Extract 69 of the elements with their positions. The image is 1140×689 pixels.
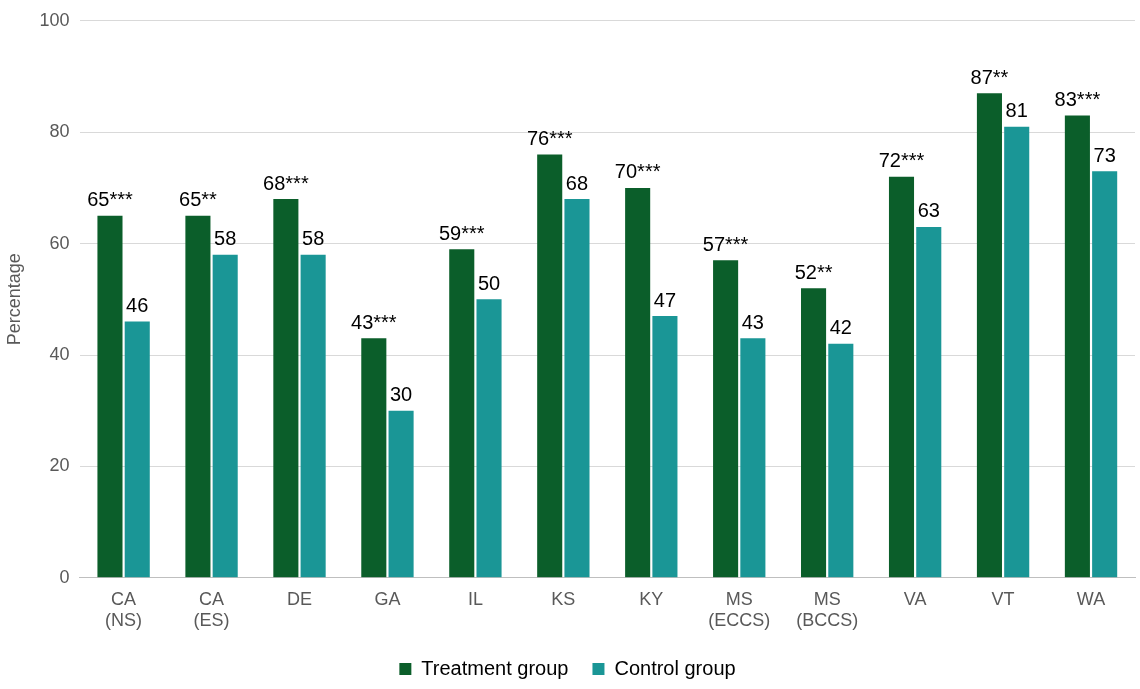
y-tick-label: 0 xyxy=(59,566,70,587)
bar xyxy=(476,299,502,578)
bar xyxy=(652,316,678,578)
bar xyxy=(976,93,1002,578)
bar xyxy=(1004,126,1030,578)
data-label: 76*** xyxy=(526,127,573,149)
data-label: 83*** xyxy=(1054,88,1101,111)
bar xyxy=(1092,171,1118,578)
bar xyxy=(1064,115,1090,578)
data-label: 73 xyxy=(1093,143,1116,166)
bar xyxy=(212,254,238,578)
data-label: 68 xyxy=(565,171,589,194)
x-tick-label: GA xyxy=(374,588,401,609)
data-label: 65** xyxy=(179,188,218,211)
data-label: 72*** xyxy=(878,149,925,172)
bar xyxy=(916,226,942,578)
y-tick-label: 60 xyxy=(49,232,70,253)
bar xyxy=(97,215,123,578)
data-label: 42 xyxy=(829,316,852,339)
data-label: 57*** xyxy=(702,232,749,255)
x-tick-label: KY xyxy=(639,588,664,609)
bar xyxy=(361,338,387,578)
bar xyxy=(713,260,739,578)
data-label: 47 xyxy=(653,288,677,311)
x-tick-label: VT xyxy=(991,588,1015,609)
bar xyxy=(801,288,827,578)
data-label: 63 xyxy=(917,199,940,222)
x-tick-label: DE xyxy=(286,588,313,609)
data-label: 81 xyxy=(1005,99,1028,122)
data-label: 43*** xyxy=(351,310,397,333)
legend-label: Treatment group xyxy=(421,656,569,679)
x-tick-label: WA xyxy=(1076,588,1106,609)
x-tick-label: CA (NS) xyxy=(105,588,143,631)
x-tick-label: KS xyxy=(551,588,576,609)
data-label: 30 xyxy=(389,383,413,406)
y-tick-label: 20 xyxy=(49,455,70,476)
bar xyxy=(740,338,766,578)
y-tick-label: 80 xyxy=(49,121,70,142)
bar xyxy=(124,321,150,578)
y-tick-label: 40 xyxy=(49,343,70,364)
bar xyxy=(300,254,326,578)
data-label: 59*** xyxy=(438,221,485,244)
data-label: 52** xyxy=(794,260,833,283)
data-label: 58 xyxy=(302,227,325,250)
bar xyxy=(388,410,414,578)
data-label: 70*** xyxy=(614,160,661,183)
x-tick-label: IL xyxy=(467,588,483,609)
bar xyxy=(828,343,854,578)
bar xyxy=(273,199,299,578)
x-tick-label: MS (BCCS) xyxy=(796,588,859,631)
y-tick-label: 100 xyxy=(39,9,70,30)
data-label: 65*** xyxy=(87,188,133,211)
bar xyxy=(625,187,651,578)
bar xyxy=(449,249,475,578)
x-tick-label: VA xyxy=(903,588,927,609)
legend-label: Control group xyxy=(614,656,736,679)
bar xyxy=(537,154,563,578)
x-tick-label: CA (ES) xyxy=(193,588,230,631)
y-axis-title: Percentage xyxy=(3,253,24,346)
data-label: 46 xyxy=(126,294,149,317)
data-label: 68*** xyxy=(263,171,309,194)
data-label: 58 xyxy=(214,227,237,250)
data-label: 43 xyxy=(741,310,764,333)
data-label: 50 xyxy=(477,271,501,294)
x-tick-label: MS (ECCS) xyxy=(708,588,771,631)
bar xyxy=(185,215,211,578)
bar xyxy=(888,176,915,578)
data-label: 87** xyxy=(970,65,1009,88)
bar xyxy=(564,199,590,578)
